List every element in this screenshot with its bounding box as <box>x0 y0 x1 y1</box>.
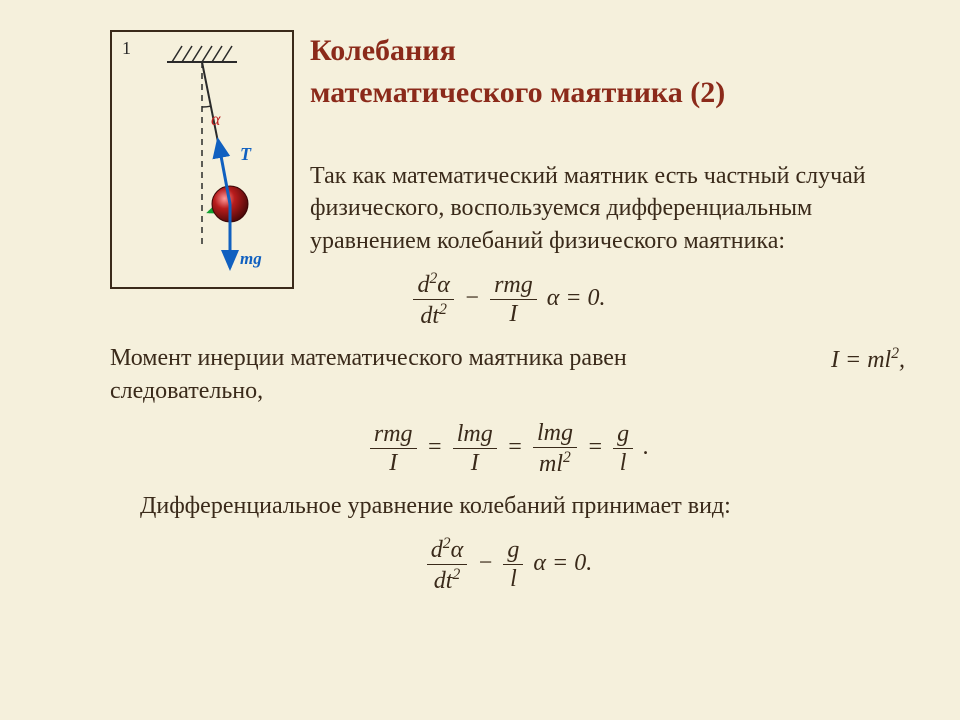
alpha-label: α <box>211 109 221 129</box>
title-line-2: математического маятника (2) <box>310 76 725 109</box>
eq2-eq1: = <box>427 434 449 460</box>
pendulum-diagram: 1 α T <box>110 30 294 289</box>
intro-paragraph: Так как математический маятник есть част… <box>310 160 905 257</box>
inertia-paragraph: I = ml2, Момент инерции математического … <box>110 342 905 407</box>
eq2-tail: . <box>643 434 649 460</box>
ceiling-hatch <box>167 46 237 62</box>
eq3-f2-num: g <box>503 538 523 565</box>
inertia-tail: следовательно, <box>110 378 263 404</box>
eq1-f2-den: I <box>490 300 537 326</box>
eq3-tail: α = 0. <box>533 550 592 576</box>
eq2-f1-den: I <box>370 449 417 475</box>
page-title: Колебания математического маятника (2) <box>310 30 905 150</box>
eq1-tail: α = 0. <box>547 285 606 311</box>
eq2-f1-num: rmg <box>370 422 417 449</box>
title-line-1: Колебания <box>310 34 456 67</box>
pendulum-svg: 1 α T <box>112 32 292 287</box>
eq2-eq2: = <box>507 434 529 460</box>
figure-number: 1 <box>122 38 131 58</box>
eq2-f2-den: I <box>453 449 497 475</box>
equation-2: rmg I = lmg I = lmg ml2 = g l . <box>110 421 905 476</box>
final-paragraph: Дифференциальное уравнение колебаний при… <box>110 490 905 522</box>
tension-label: T <box>240 144 252 164</box>
eq1-f2-num: rmg <box>490 273 537 300</box>
gravity-label: mg <box>240 249 262 268</box>
eq2-f2-num: lmg <box>453 422 497 449</box>
eq1-minus: − <box>464 285 486 311</box>
eq3-f2-den: l <box>503 565 523 591</box>
eq2-f3-num: lmg <box>533 421 577 448</box>
eq2-f4-num: g <box>613 422 633 449</box>
eq3-minus: − <box>477 550 499 576</box>
eq2-eq3: = <box>587 434 609 460</box>
eq2-f4-den: l <box>613 449 633 475</box>
inertia-equation: I = ml2, <box>831 342 905 378</box>
inertia-text: Момент инерции математического маятника … <box>110 345 627 371</box>
equation-3: d2α dt2 − g l α = 0. <box>110 536 905 593</box>
angle-arc <box>202 106 211 107</box>
